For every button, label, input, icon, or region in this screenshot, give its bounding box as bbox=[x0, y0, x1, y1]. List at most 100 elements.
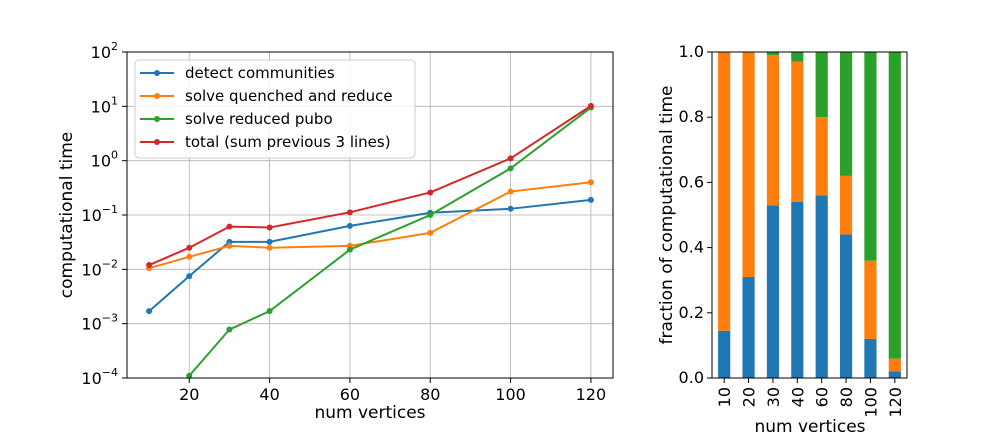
bar-segment bbox=[888, 52, 901, 359]
data-point bbox=[427, 189, 434, 196]
bar-segment bbox=[791, 61, 804, 202]
y-tick-base: 10 bbox=[81, 206, 101, 225]
bar-segment bbox=[718, 330, 731, 378]
bar-segment bbox=[791, 201, 804, 378]
series-2 bbox=[186, 104, 594, 379]
stacked-bar-chart: 10 20 30 40 60 80 100 120 0.0 0.2 0.4 0.6 0.8 1.0 nu… bbox=[657, 42, 908, 432]
y-tick-layer-right: 0.0 0.2 0.4 0.6 0.8 1.0 bbox=[679, 42, 712, 387]
x-tick-label: 100 bbox=[495, 385, 526, 404]
data-point bbox=[346, 246, 353, 253]
y-tick-exponent: −1 bbox=[102, 203, 118, 216]
x-tick-label-right: 60 bbox=[813, 387, 832, 407]
y-tick-base: 10 bbox=[81, 315, 101, 334]
line-chart: 20 40 60 80 100 120 10210110010−110−210−310−4… bbox=[57, 40, 614, 423]
x-axis-label-right: num vertices bbox=[754, 417, 865, 432]
bar-segment bbox=[839, 52, 853, 176]
x-tick-label: 80 bbox=[420, 385, 440, 404]
legend-label: detect communities bbox=[185, 64, 335, 82]
legend-label: solve reduced pubo bbox=[185, 110, 333, 128]
y-tick-label-right: 0.0 bbox=[679, 368, 704, 387]
series-0 bbox=[146, 196, 594, 315]
x-tick-label-right: 10 bbox=[715, 387, 734, 407]
y-tick-exponent: −4 bbox=[102, 366, 118, 379]
x-tick-layer: 20 40 60 80 100 120 bbox=[179, 378, 606, 404]
data-point bbox=[186, 372, 193, 379]
legend-label: solve quenched and reduce bbox=[185, 87, 393, 105]
bar-segment bbox=[815, 52, 828, 118]
x-tick-label-right: 100 bbox=[861, 387, 880, 418]
data-point bbox=[346, 222, 353, 229]
series-line bbox=[148, 198, 592, 312]
bar-segment bbox=[766, 205, 780, 378]
legend-marker bbox=[154, 116, 160, 122]
bar-segment bbox=[864, 338, 877, 378]
y-tick-label: 101 bbox=[91, 94, 118, 116]
data-point bbox=[266, 238, 273, 245]
data-point bbox=[226, 223, 233, 230]
y-tick-label: 10−3 bbox=[81, 312, 118, 334]
series-1 bbox=[146, 179, 594, 272]
bar-segment bbox=[815, 195, 828, 378]
y-tick-base: 10 bbox=[91, 152, 111, 171]
plot-frame-right bbox=[711, 51, 908, 379]
series-3 bbox=[146, 102, 594, 269]
bar-segment bbox=[742, 52, 755, 277]
y-tick-label-right: 0.4 bbox=[679, 238, 704, 257]
y-tick-exponent: −2 bbox=[102, 257, 118, 270]
data-point bbox=[226, 242, 233, 249]
y-tick-label-right: 0.8 bbox=[679, 107, 704, 126]
data-point bbox=[346, 209, 353, 216]
legend-marker bbox=[154, 93, 160, 99]
y-tick-label: 10−2 bbox=[81, 257, 118, 279]
data-point bbox=[427, 229, 434, 236]
data-point bbox=[587, 196, 594, 203]
series-layer bbox=[146, 102, 594, 379]
y-tick-exponent: 1 bbox=[111, 94, 118, 107]
bar-segment bbox=[839, 175, 853, 235]
legend-items: detect communities solve quenched and red… bbox=[140, 64, 393, 151]
y-tick-label: 10−4 bbox=[81, 366, 118, 388]
x-axis-label: num vertices bbox=[314, 403, 425, 423]
legend-marker bbox=[154, 70, 160, 76]
y-tick-label-right: 0.6 bbox=[679, 172, 704, 191]
series-line bbox=[148, 181, 592, 270]
bar-segment bbox=[888, 371, 901, 378]
x-tick-label: 40 bbox=[259, 385, 279, 404]
x-tick-label-right: 30 bbox=[764, 387, 783, 407]
bar-segment bbox=[864, 52, 877, 261]
y-tick-label: 102 bbox=[91, 40, 118, 62]
y-tick-base: 10 bbox=[91, 43, 111, 62]
legend-label: total (sum previous 3 lines) bbox=[185, 133, 391, 151]
data-point bbox=[266, 244, 273, 251]
y-tick-label-right: 0.2 bbox=[679, 303, 704, 322]
bar-segment bbox=[815, 117, 828, 196]
x-tick-label: 20 bbox=[179, 385, 199, 404]
data-point bbox=[146, 262, 153, 269]
y-tick-base: 10 bbox=[91, 97, 111, 116]
y-tick-label: 100 bbox=[91, 149, 118, 171]
y-tick-label-right: 1.0 bbox=[679, 42, 704, 61]
x-tick-label-right: 20 bbox=[740, 387, 759, 407]
bar-segment bbox=[791, 52, 804, 62]
bar-segment bbox=[742, 276, 755, 378]
data-point bbox=[507, 205, 514, 212]
bar-segment bbox=[888, 358, 901, 372]
bar-segment bbox=[718, 52, 731, 331]
legend: detect communities solve quenched and red… bbox=[134, 59, 416, 159]
y-tick-label: 10−1 bbox=[81, 203, 118, 225]
series-line bbox=[148, 105, 592, 266]
x-tick-label: 120 bbox=[576, 385, 607, 404]
data-point bbox=[186, 273, 193, 280]
data-point bbox=[507, 155, 514, 162]
y-axis-label-right: fraction of computational time bbox=[657, 86, 677, 345]
y-tick-base: 10 bbox=[81, 260, 101, 279]
y-tick-exponent: −3 bbox=[102, 312, 118, 325]
data-point bbox=[587, 179, 594, 186]
legend-marker bbox=[154, 139, 160, 145]
x-tick-label: 60 bbox=[340, 385, 360, 404]
data-point bbox=[507, 188, 514, 195]
y-tick-exponent: 2 bbox=[111, 40, 118, 53]
data-point bbox=[186, 244, 193, 251]
